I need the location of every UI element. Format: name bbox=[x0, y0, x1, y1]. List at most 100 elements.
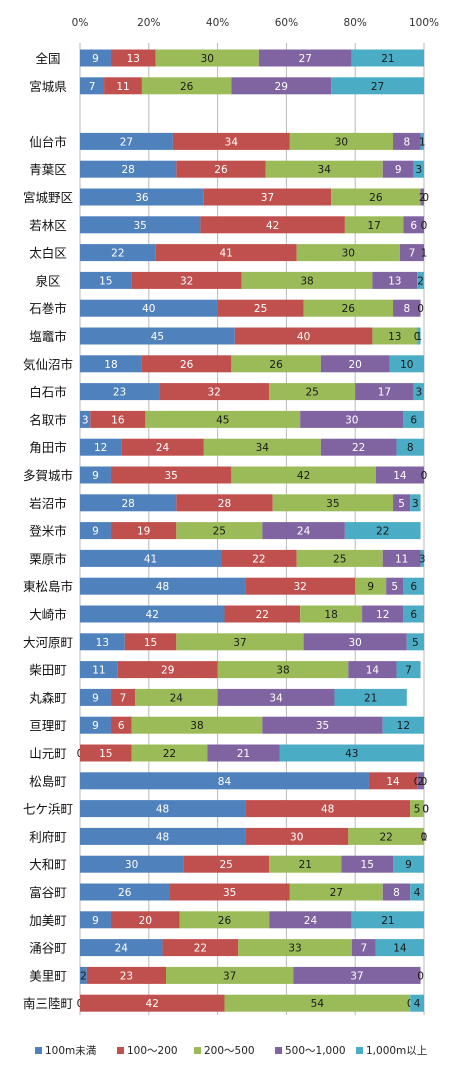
data-label: 5 bbox=[398, 498, 405, 510]
bar-segment bbox=[334, 688, 407, 706]
bar-segment bbox=[162, 939, 239, 957]
data-label: 24 bbox=[170, 692, 184, 704]
category-label: 名取市 bbox=[29, 412, 67, 427]
bar-segment bbox=[80, 966, 87, 984]
data-label: 35 bbox=[164, 470, 177, 482]
bar-segment bbox=[124, 633, 177, 651]
data-label: 3 bbox=[415, 387, 422, 399]
data-label: 37 bbox=[223, 970, 236, 982]
data-label: 25 bbox=[213, 526, 226, 538]
data-label: 25 bbox=[220, 859, 233, 871]
bar-segment bbox=[80, 633, 125, 651]
bar-segment bbox=[410, 994, 424, 1012]
legend-swatch bbox=[275, 1047, 282, 1054]
bar-segment bbox=[80, 994, 225, 1012]
data-label: 3 bbox=[419, 553, 426, 565]
category-label: 多賀城市 bbox=[23, 468, 73, 483]
data-label: 30 bbox=[290, 831, 303, 843]
bar-segment bbox=[80, 911, 111, 929]
category-label: 角田市 bbox=[29, 440, 67, 455]
data-label: 30 bbox=[342, 248, 355, 260]
bar-segment bbox=[80, 577, 246, 595]
bar-segment bbox=[393, 855, 424, 873]
data-label: 23 bbox=[120, 970, 133, 982]
data-label: 18 bbox=[324, 609, 337, 621]
legend-label: 100m未満 bbox=[45, 1045, 97, 1057]
data-label: 0 bbox=[422, 804, 429, 816]
bar-segment bbox=[375, 939, 424, 957]
data-label: 5 bbox=[391, 581, 398, 593]
data-label: 2 bbox=[417, 776, 424, 788]
data-label: 12 bbox=[397, 720, 410, 732]
category-label: 仙台市 bbox=[29, 134, 67, 149]
data-label: 2 bbox=[80, 970, 87, 982]
bar-segment bbox=[231, 77, 332, 95]
bar-segment bbox=[176, 160, 266, 178]
bar-segment bbox=[410, 883, 424, 901]
bar-segment bbox=[420, 549, 424, 567]
data-label: 22 bbox=[111, 248, 124, 260]
bar-segment bbox=[80, 772, 369, 790]
category-label: 気仙沼市 bbox=[23, 357, 73, 372]
data-label: 29 bbox=[161, 665, 174, 677]
legend-swatch bbox=[194, 1047, 201, 1054]
category-label: 南三陸町 bbox=[23, 996, 73, 1011]
bar-segment bbox=[238, 939, 352, 957]
data-label: 19 bbox=[137, 526, 150, 538]
bar-segment bbox=[200, 216, 345, 234]
bar-segment bbox=[372, 271, 418, 289]
bar-segment bbox=[413, 160, 424, 178]
data-label: 2 bbox=[419, 192, 426, 204]
bar-segment bbox=[368, 772, 418, 790]
data-label: 27 bbox=[299, 53, 312, 65]
data-label: 26 bbox=[269, 359, 283, 371]
bar-segment bbox=[289, 883, 383, 901]
bar-segment bbox=[403, 410, 424, 428]
bar-segment bbox=[80, 271, 132, 289]
category-label: 大崎市 bbox=[29, 607, 67, 622]
data-label: 21 bbox=[237, 748, 250, 760]
bar-segment bbox=[141, 355, 232, 373]
category-label: 利府町 bbox=[29, 829, 67, 844]
bar-segment bbox=[331, 77, 424, 95]
bar-segment bbox=[296, 244, 400, 262]
category-label: 加美町 bbox=[29, 913, 67, 928]
bar-segment bbox=[417, 271, 424, 289]
data-label: 35 bbox=[134, 220, 147, 232]
category-label: 岩沼市 bbox=[29, 496, 67, 511]
bar-segment bbox=[117, 661, 218, 679]
data-label: 38 bbox=[276, 665, 289, 677]
bar-segment bbox=[80, 299, 218, 317]
data-label: 32 bbox=[207, 387, 220, 399]
bar-segment bbox=[80, 383, 160, 401]
data-label: 1 bbox=[415, 331, 422, 343]
data-label: 0 bbox=[421, 776, 428, 788]
bar-segment bbox=[410, 494, 421, 512]
data-label: 30 bbox=[345, 414, 358, 426]
bar-segment bbox=[183, 855, 270, 873]
data-label: 0 bbox=[421, 831, 428, 843]
bar-segment bbox=[203, 188, 332, 206]
bar-segment bbox=[80, 855, 184, 873]
bar-segment bbox=[372, 327, 418, 345]
bar-segment bbox=[80, 216, 201, 234]
data-label: 0 bbox=[417, 303, 424, 315]
category-label: 東松島市 bbox=[23, 579, 73, 594]
category-label: 石巻市 bbox=[29, 301, 67, 316]
bar-segment bbox=[262, 522, 345, 540]
bar-segment bbox=[375, 466, 424, 484]
bar-segment bbox=[145, 410, 301, 428]
x-tick-label: 100% bbox=[409, 17, 439, 29]
bar-segment bbox=[155, 244, 297, 262]
data-label: 38 bbox=[190, 720, 203, 732]
data-label: 28 bbox=[218, 498, 231, 510]
category-label: 宮城野区 bbox=[23, 190, 73, 205]
x-tick-label: 80% bbox=[344, 17, 367, 29]
bar-segment bbox=[234, 327, 373, 345]
bar-segment bbox=[80, 410, 91, 428]
data-label: 21 bbox=[381, 915, 394, 927]
data-label: 34 bbox=[256, 442, 270, 454]
data-label: 20 bbox=[349, 359, 362, 371]
bar-segment bbox=[396, 438, 424, 456]
data-label: 6 bbox=[410, 581, 417, 593]
